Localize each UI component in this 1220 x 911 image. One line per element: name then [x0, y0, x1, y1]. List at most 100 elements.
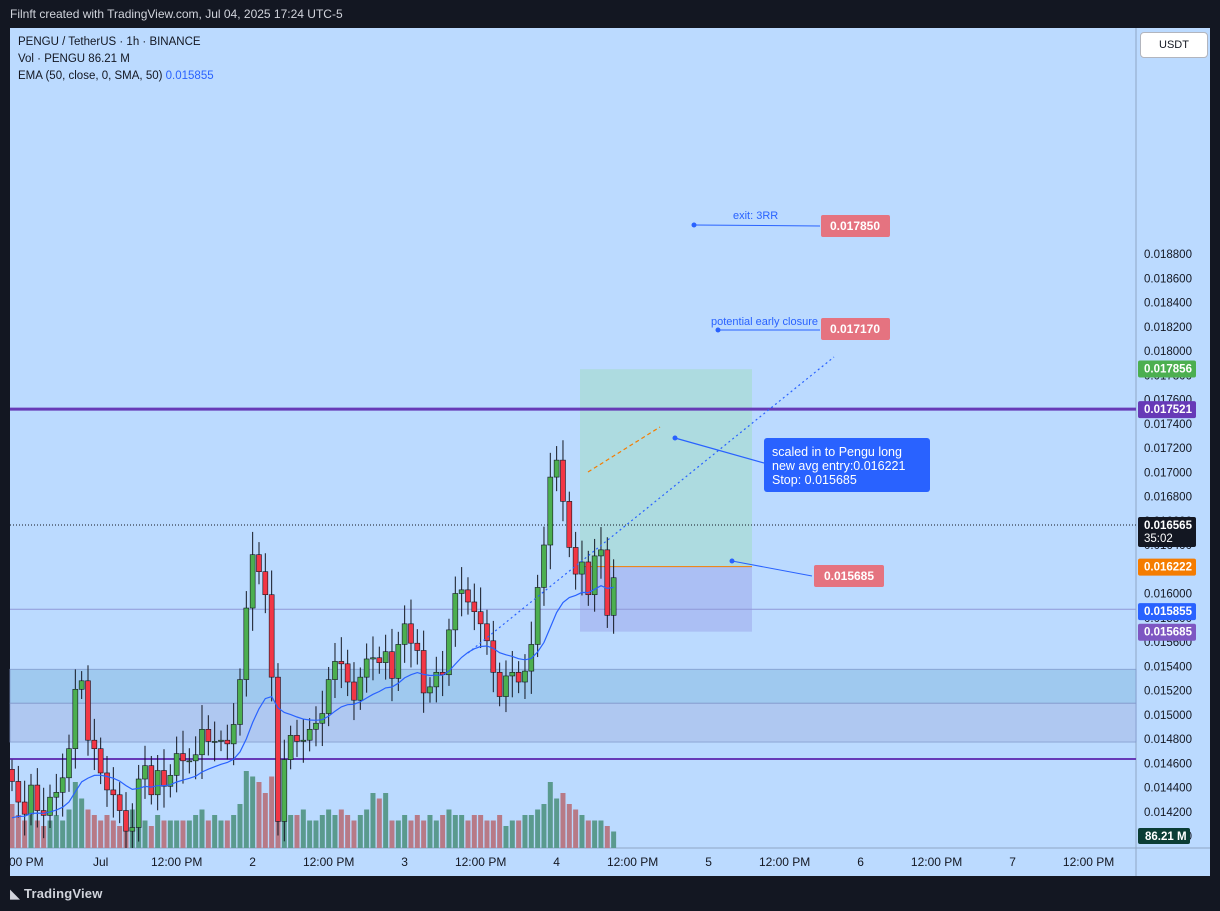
volume-bar[interactable]: [357, 815, 363, 848]
candle-body[interactable]: [433, 672, 440, 688]
volume-bar[interactable]: [47, 820, 53, 849]
candle-body[interactable]: [123, 810, 129, 832]
candle-body[interactable]: [503, 675, 509, 697]
volume-bar[interactable]: [376, 798, 382, 849]
candle-body[interactable]: [585, 561, 592, 596]
legend-volume[interactable]: Vol · PENGU 86.21 M: [18, 53, 130, 65]
volume-bar[interactable]: [28, 815, 34, 848]
candle-body[interactable]: [173, 753, 180, 776]
volume-bar[interactable]: [351, 820, 357, 849]
volume-bar[interactable]: [326, 809, 332, 849]
volume-bar[interactable]: [155, 815, 161, 848]
volume-bar[interactable]: [66, 809, 72, 849]
volume-bar[interactable]: [319, 815, 325, 848]
early-closure-badge[interactable]: [821, 318, 890, 340]
candle-body[interactable]: [243, 607, 250, 680]
candle-body[interactable]: [534, 587, 541, 645]
candle-body[interactable]: [560, 459, 566, 502]
volume-bar[interactable]: [478, 815, 484, 848]
volume-bar[interactable]: [554, 798, 560, 849]
candle-body[interactable]: [135, 778, 142, 828]
volume-bar[interactable]: [592, 820, 598, 849]
candle-body[interactable]: [129, 827, 136, 832]
volume-bar[interactable]: [452, 815, 458, 848]
volume-bar[interactable]: [402, 815, 408, 848]
currency-button[interactable]: USDT: [1140, 32, 1208, 58]
candle-body[interactable]: [376, 657, 383, 663]
candle-body[interactable]: [281, 759, 288, 822]
volume-bar[interactable]: [414, 815, 420, 848]
ema-line[interactable]: [11, 585, 614, 819]
candle-body[interactable]: [262, 571, 269, 596]
candle-body[interactable]: [59, 777, 66, 793]
volume-bar[interactable]: [174, 820, 180, 849]
volume-bar[interactable]: [503, 826, 509, 848]
volume-bar[interactable]: [72, 782, 78, 848]
volume-bar[interactable]: [338, 809, 344, 849]
candle-body[interactable]: [256, 554, 262, 572]
volume-bar[interactable]: [345, 815, 351, 848]
volume-bar[interactable]: [484, 820, 490, 849]
candle-body[interactable]: [10, 769, 15, 782]
candle-body[interactable]: [72, 688, 79, 749]
early-closure-annotation[interactable]: potential early closure: [711, 316, 818, 328]
volume-bar[interactable]: [427, 815, 433, 848]
volume-bar[interactable]: [85, 809, 91, 849]
volume-bar[interactable]: [212, 815, 218, 848]
candle-body[interactable]: [192, 754, 199, 762]
volume-bar[interactable]: [522, 815, 528, 848]
candle-body[interactable]: [332, 661, 338, 680]
volume-bar[interactable]: [186, 820, 192, 849]
volume-bar[interactable]: [383, 793, 389, 848]
candle-body[interactable]: [47, 796, 53, 816]
volume-bar[interactable]: [231, 815, 237, 848]
candle-body[interactable]: [154, 770, 161, 796]
volume-bar[interactable]: [440, 815, 446, 848]
price-zone[interactable]: [9, 702, 1137, 743]
volume-bar[interactable]: [161, 820, 167, 849]
candle-body[interactable]: [205, 728, 212, 742]
legend-ema[interactable]: EMA (50, close, 0, SMA, 50) 0.015855: [18, 68, 214, 85]
candle-body[interactable]: [180, 753, 186, 762]
candle-body[interactable]: [300, 739, 307, 742]
volume-bar[interactable]: [585, 820, 591, 849]
volume-bar[interactable]: [579, 815, 585, 848]
candle-body[interactable]: [382, 651, 389, 663]
volume-bar[interactable]: [167, 820, 173, 849]
volume-bar[interactable]: [598, 820, 604, 849]
candle-body[interactable]: [572, 547, 579, 575]
tradingview-logo[interactable]: ◣ TradingView: [10, 886, 103, 902]
candle-body[interactable]: [66, 748, 72, 779]
price-zone[interactable]: [9, 668, 1137, 704]
volume-bar[interactable]: [395, 820, 401, 849]
volume-bar[interactable]: [288, 815, 294, 848]
candle-body[interactable]: [199, 728, 205, 756]
volume-bar[interactable]: [193, 815, 199, 848]
candle-body[interactable]: [610, 577, 617, 616]
volume-bar[interactable]: [10, 804, 15, 848]
volume-bar[interactable]: [516, 820, 522, 849]
candle-body[interactable]: [28, 784, 34, 815]
callout-box[interactable]: [764, 438, 930, 492]
volume-bar[interactable]: [528, 815, 534, 848]
candle-body[interactable]: [218, 739, 224, 742]
candle-body[interactable]: [541, 544, 547, 588]
volume-bar[interactable]: [547, 782, 553, 848]
candle-body[interactable]: [325, 679, 332, 714]
volume-bar[interactable]: [262, 793, 268, 848]
volume-bar[interactable]: [497, 815, 503, 848]
volume-bar[interactable]: [53, 815, 59, 848]
candle-body[interactable]: [104, 772, 110, 791]
candle-body[interactable]: [515, 672, 522, 683]
candle-body[interactable]: [509, 672, 516, 677]
candle-body[interactable]: [294, 735, 300, 742]
volume-bar[interactable]: [604, 826, 610, 848]
candle-body[interactable]: [389, 651, 395, 679]
candle-body[interactable]: [34, 784, 41, 811]
stop-anchor-dot[interactable]: [729, 558, 735, 564]
volume-bar[interactable]: [459, 815, 465, 848]
candle-body[interactable]: [351, 681, 357, 701]
candle-body[interactable]: [15, 781, 22, 803]
candle-body[interactable]: [306, 728, 313, 741]
